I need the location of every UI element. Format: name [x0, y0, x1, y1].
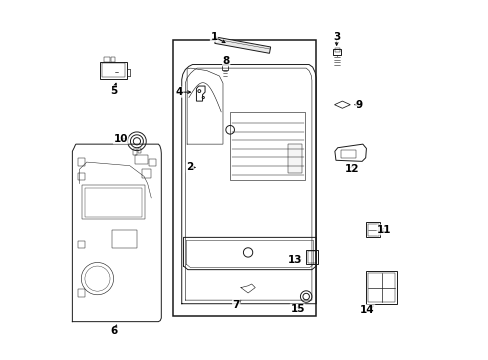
- Text: 2: 2: [186, 162, 193, 172]
- Text: 13: 13: [287, 255, 302, 265]
- Bar: [341, 150, 355, 158]
- Bar: [149, 159, 156, 166]
- Bar: [222, 65, 227, 69]
- Text: 12: 12: [344, 164, 359, 174]
- Text: 5: 5: [110, 86, 117, 96]
- Bar: [102, 63, 125, 77]
- Bar: [333, 49, 340, 55]
- Bar: [287, 144, 301, 173]
- Bar: [111, 57, 115, 62]
- Text: 8: 8: [222, 56, 229, 66]
- Bar: [82, 185, 145, 220]
- Bar: [334, 48, 339, 52]
- Bar: [135, 155, 147, 164]
- Bar: [78, 158, 85, 166]
- Bar: [112, 230, 137, 248]
- Polygon shape: [214, 37, 270, 53]
- Text: 14: 14: [360, 305, 374, 315]
- Text: 7: 7: [232, 300, 240, 310]
- Bar: [230, 112, 305, 180]
- Text: 11: 11: [376, 225, 391, 235]
- Text: 1: 1: [210, 32, 217, 41]
- Bar: [366, 271, 396, 304]
- Bar: [104, 57, 109, 62]
- Text: 3: 3: [332, 32, 340, 41]
- Text: 4: 4: [175, 87, 183, 97]
- Text: 6: 6: [110, 326, 117, 336]
- Bar: [132, 149, 137, 155]
- Bar: [78, 173, 85, 180]
- Bar: [172, 40, 316, 316]
- Text: 15: 15: [290, 304, 304, 314]
- Bar: [366, 222, 379, 237]
- Bar: [85, 188, 142, 217]
- Bar: [137, 148, 141, 153]
- Bar: [307, 251, 316, 263]
- Bar: [367, 273, 394, 302]
- Text: 9: 9: [355, 100, 362, 110]
- Bar: [78, 241, 85, 248]
- Bar: [305, 250, 317, 264]
- Bar: [100, 62, 127, 79]
- Bar: [78, 289, 85, 297]
- Bar: [367, 224, 378, 236]
- Text: 10: 10: [113, 134, 128, 144]
- Bar: [142, 169, 151, 178]
